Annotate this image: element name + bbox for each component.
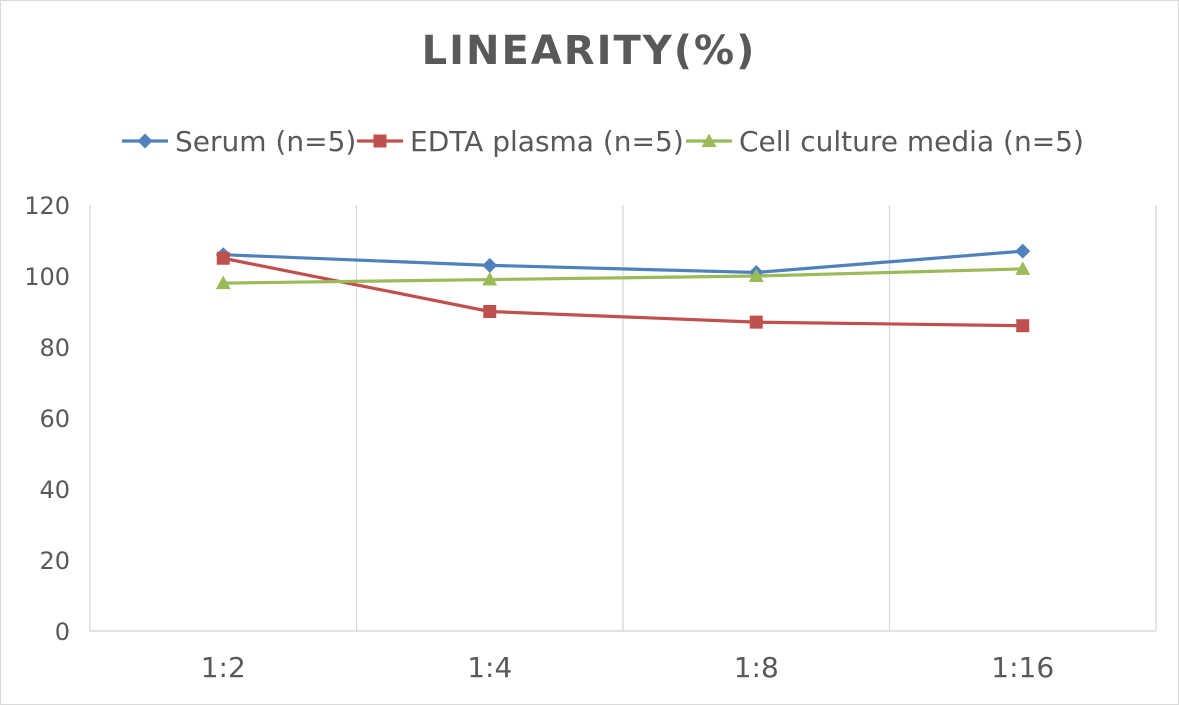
gridlines (89, 205, 1157, 631)
chart-title: LINEARITY(%) (422, 28, 757, 74)
x-tick-labels: 1:2 1:4 1:8 1:16 (201, 651, 1054, 684)
y-tick-label: 20 (39, 547, 70, 575)
legend-label: EDTA plasma (n=5) (410, 125, 684, 158)
data-point (482, 272, 498, 286)
series-3 (215, 261, 1031, 290)
legend-item: Cell culture media (n=5) (686, 125, 1084, 158)
legend-marker (373, 134, 387, 148)
y-tick-label: 80 (39, 334, 70, 362)
x-tick-label: 1:4 (467, 651, 512, 684)
series-line (223, 249, 1023, 275)
series-group (215, 243, 1031, 333)
legend-item: Serum (n=5) (122, 125, 356, 158)
data-point (216, 251, 230, 265)
data-point (1015, 261, 1031, 275)
y-tick-label: 40 (39, 476, 70, 504)
x-tick-label: 1:16 (991, 651, 1054, 684)
data-point (215, 275, 231, 290)
y-tick-label: 100 (24, 263, 70, 291)
x-tick-label: 1:8 (734, 651, 779, 684)
y-tick-label: 120 (24, 192, 70, 220)
legend-label: Cell culture media (n=5) (739, 125, 1084, 158)
series-2 (216, 251, 1030, 333)
x-tick-label: 1:2 (201, 651, 246, 684)
y-tick-label: 60 (39, 405, 70, 433)
legend-label: Serum (n=5) (175, 125, 356, 158)
data-point (1015, 243, 1031, 259)
legend-item: EDTA plasma (n=5) (357, 125, 684, 158)
legend-marker (701, 133, 717, 147)
y-tick-labels: 0 20 40 60 80 100 120 (24, 192, 70, 646)
legend: Serum (n=5) EDTA plasma (n=5) Cell culture… (122, 125, 1084, 158)
series-line (222, 256, 1023, 328)
data-point (483, 305, 497, 318)
series-line (223, 267, 1023, 285)
data-point (1016, 319, 1030, 333)
data-point (748, 268, 764, 282)
legend-marker (137, 133, 153, 149)
y-tick-label: 0 (55, 618, 70, 646)
data-point (749, 315, 763, 329)
data-point (482, 257, 498, 273)
